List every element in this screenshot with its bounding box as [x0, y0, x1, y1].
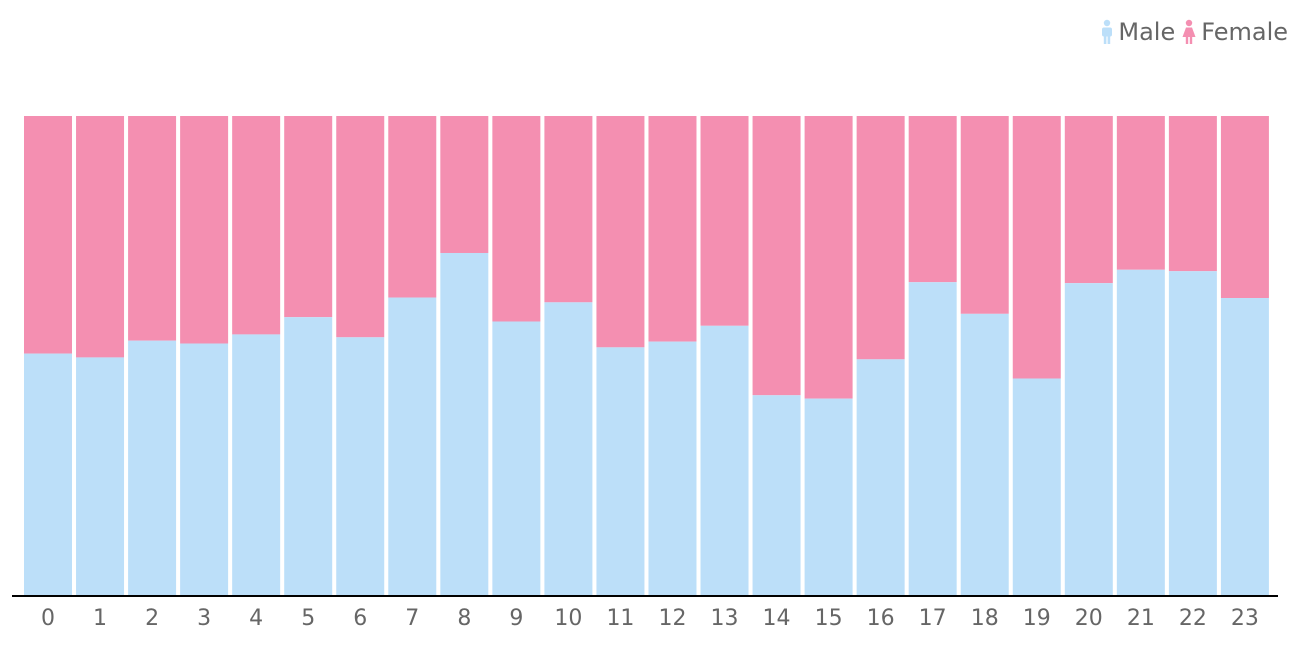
- bar-female-21[interactable]: [1116, 116, 1165, 270]
- bar-female-0[interactable]: [24, 116, 72, 354]
- x-tick-label: 3: [197, 606, 211, 631]
- x-tick-label: 9: [509, 606, 523, 631]
- bar-female-13[interactable]: [700, 116, 749, 326]
- x-tick-label: 16: [867, 606, 895, 631]
- x-tick-label: 14: [763, 606, 791, 631]
- legend-label-female: Female: [1201, 18, 1288, 46]
- bar-male-15[interactable]: [804, 398, 853, 595]
- bar-male-23[interactable]: [1220, 298, 1269, 595]
- x-tick-label: 0: [41, 606, 55, 631]
- x-tick-label: 8: [457, 606, 471, 631]
- bar-female-2[interactable]: [128, 116, 177, 341]
- male-person-icon: [1102, 19, 1113, 44]
- x-tick-label: 19: [1023, 606, 1051, 631]
- bar-female-1[interactable]: [76, 116, 125, 358]
- bar-female-9[interactable]: [492, 116, 541, 322]
- bar-female-8[interactable]: [440, 116, 489, 253]
- bar-male-18[interactable]: [960, 313, 1009, 595]
- x-tick-label: 12: [658, 606, 686, 631]
- bar-male-0[interactable]: [24, 353, 72, 595]
- bar-female-6[interactable]: [336, 116, 385, 338]
- chart-legend: Male Female: [1100, 18, 1288, 46]
- x-tick-label: 11: [606, 606, 634, 631]
- bar-female-10[interactable]: [544, 116, 593, 303]
- bar-female-16[interactable]: [856, 116, 905, 360]
- x-tick-label: 21: [1127, 606, 1155, 631]
- x-tick-label: 22: [1179, 606, 1207, 631]
- legend-item-female[interactable]: Female: [1181, 18, 1288, 46]
- bar-male-19[interactable]: [1012, 378, 1061, 595]
- bar-female-12[interactable]: [648, 116, 697, 342]
- bar-male-14[interactable]: [752, 395, 801, 595]
- bar-male-2[interactable]: [128, 340, 177, 595]
- bar-female-19[interactable]: [1012, 116, 1061, 379]
- x-tick-label: 2: [145, 606, 159, 631]
- bar-female-3[interactable]: [180, 116, 229, 344]
- bar-male-12[interactable]: [648, 341, 697, 595]
- bar-female-4[interactable]: [232, 116, 281, 335]
- x-tick-label: 15: [815, 606, 843, 631]
- bar-male-9[interactable]: [492, 321, 541, 595]
- x-tick-label: 7: [405, 606, 419, 631]
- x-tick-label: 20: [1075, 606, 1103, 631]
- bar-female-7[interactable]: [388, 116, 437, 298]
- bar-male-13[interactable]: [700, 325, 749, 595]
- x-tick-label: 5: [301, 606, 315, 631]
- bar-male-11[interactable]: [596, 347, 645, 595]
- legend-item-male[interactable]: Male: [1100, 18, 1175, 46]
- bar-male-3[interactable]: [180, 343, 229, 595]
- x-tick-label: 4: [249, 606, 263, 631]
- bar-male-4[interactable]: [232, 334, 281, 595]
- bar-female-23[interactable]: [1220, 116, 1269, 299]
- female-person-icon: [1182, 19, 1196, 44]
- x-tick-label: 6: [353, 606, 367, 631]
- x-tick-label: 23: [1231, 606, 1259, 631]
- bar-female-18[interactable]: [960, 116, 1009, 314]
- x-tick-label: 1: [93, 606, 107, 631]
- bar-male-20[interactable]: [1064, 283, 1113, 595]
- x-tick-label: 13: [711, 606, 739, 631]
- bar-female-11[interactable]: [596, 116, 645, 348]
- x-tick-label: 10: [554, 606, 582, 631]
- bar-male-6[interactable]: [336, 337, 385, 595]
- bar-female-15[interactable]: [804, 116, 853, 399]
- legend-label-male: Male: [1118, 18, 1176, 46]
- bar-female-17[interactable]: [908, 116, 957, 283]
- bar-male-17[interactable]: [908, 282, 957, 595]
- bar-male-1[interactable]: [76, 357, 125, 595]
- x-tick-label: 18: [971, 606, 999, 631]
- bar-female-5[interactable]: [284, 116, 333, 318]
- bar-male-8[interactable]: [440, 252, 489, 596]
- bar-male-21[interactable]: [1116, 269, 1165, 595]
- bar-male-7[interactable]: [388, 297, 437, 595]
- bar-male-10[interactable]: [544, 302, 593, 595]
- bar-male-22[interactable]: [1168, 271, 1217, 595]
- bar-female-22[interactable]: [1168, 116, 1217, 272]
- bar-male-5[interactable]: [284, 317, 333, 595]
- bar-female-14[interactable]: [752, 116, 801, 396]
- bar-female-20[interactable]: [1064, 116, 1113, 284]
- x-tick-label: 17: [919, 606, 947, 631]
- bar-male-16[interactable]: [856, 359, 905, 595]
